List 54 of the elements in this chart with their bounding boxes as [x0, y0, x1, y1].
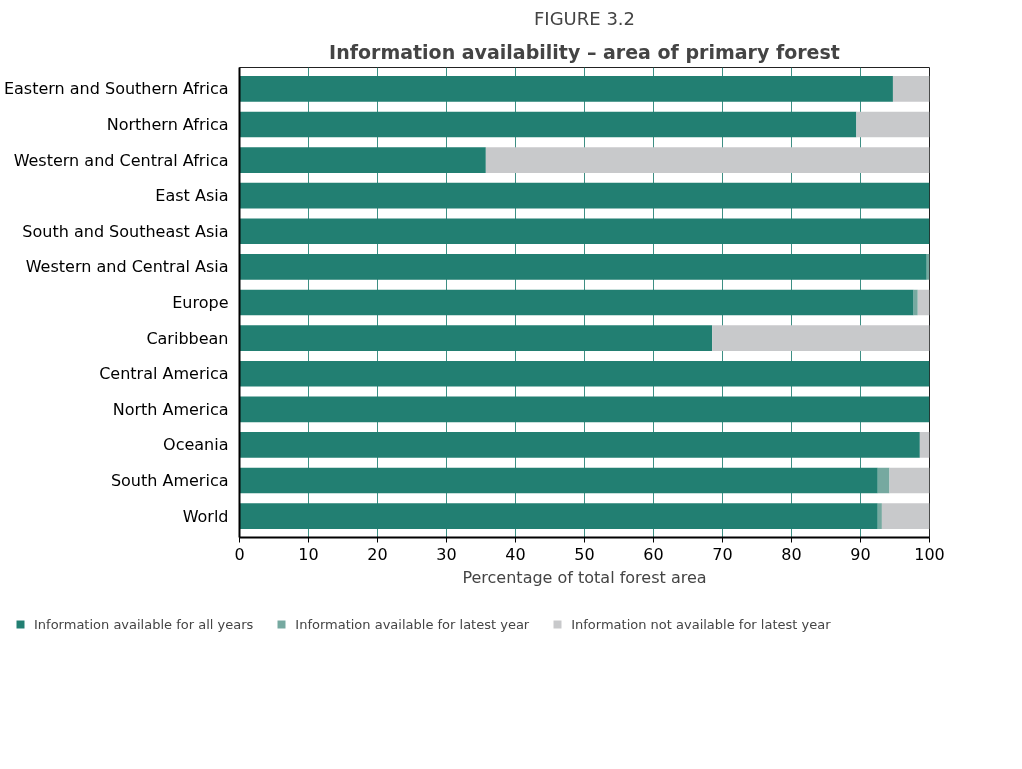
x-tick-label: 90 [850, 544, 871, 564]
x-tick-label: 50 [574, 544, 595, 564]
y-tick-label: North America [112, 399, 229, 419]
bar [917, 289, 930, 316]
bar [239, 254, 927, 280]
y-tick-label: Western and Central Asia [25, 257, 229, 277]
bar [877, 467, 890, 494]
legend-label: Information available for latest year [295, 616, 530, 632]
bar [239, 467, 878, 494]
legend-label: Information not available for latest year [571, 616, 831, 632]
bar [239, 182, 930, 209]
bar [877, 503, 882, 529]
bar [712, 325, 930, 351]
y-tick-label: Eastern and Southern Africa [3, 79, 229, 99]
bar [239, 396, 930, 423]
y-tick-label: South America [110, 471, 229, 491]
bar [881, 503, 930, 529]
bar [892, 76, 930, 102]
bar [856, 111, 930, 138]
y-tick-label: Northern Africa [106, 114, 229, 134]
y-tick-label: Western and Central Africa [13, 150, 229, 170]
x-tick-label: 100 [914, 544, 945, 564]
bar [889, 467, 930, 494]
bar [239, 503, 878, 529]
bar [239, 432, 920, 458]
bar [239, 147, 486, 173]
bar [485, 147, 930, 173]
chart-subtitle: Information availability – area of primary forest [329, 40, 840, 63]
bar [239, 289, 914, 316]
x-axis-title: Percentage of total forest area [462, 567, 707, 587]
y-tick-label: East Asia [155, 186, 229, 206]
x-tick-label: 20 [367, 544, 388, 564]
x-tick-label: 80 [781, 544, 802, 564]
chart-title: FIGURE 3.2 [533, 7, 636, 29]
y-tick-label: Oceania [163, 435, 229, 455]
y-tick-label: Europe [172, 293, 229, 312]
bar [239, 360, 930, 387]
bar [239, 76, 893, 102]
y-tick-label: South and Southeast Asia [22, 221, 229, 241]
y-tick-label: Caribbean [146, 328, 229, 348]
x-tick-label: 0 [234, 544, 245, 564]
x-tick-label: 10 [298, 544, 319, 564]
bar [913, 289, 918, 316]
bar [239, 325, 713, 351]
y-tick-label: Central America [99, 364, 229, 384]
legend-label: Information available for all years [34, 616, 254, 632]
y-tick-label: World [182, 506, 229, 526]
x-tick-label: 40 [505, 544, 526, 564]
x-tick-label: 60 [643, 544, 664, 564]
bar [239, 111, 857, 138]
x-tick-label: 70 [712, 544, 733, 564]
x-tick-label: 30 [436, 544, 457, 564]
bar [919, 432, 930, 458]
bar [239, 218, 930, 245]
